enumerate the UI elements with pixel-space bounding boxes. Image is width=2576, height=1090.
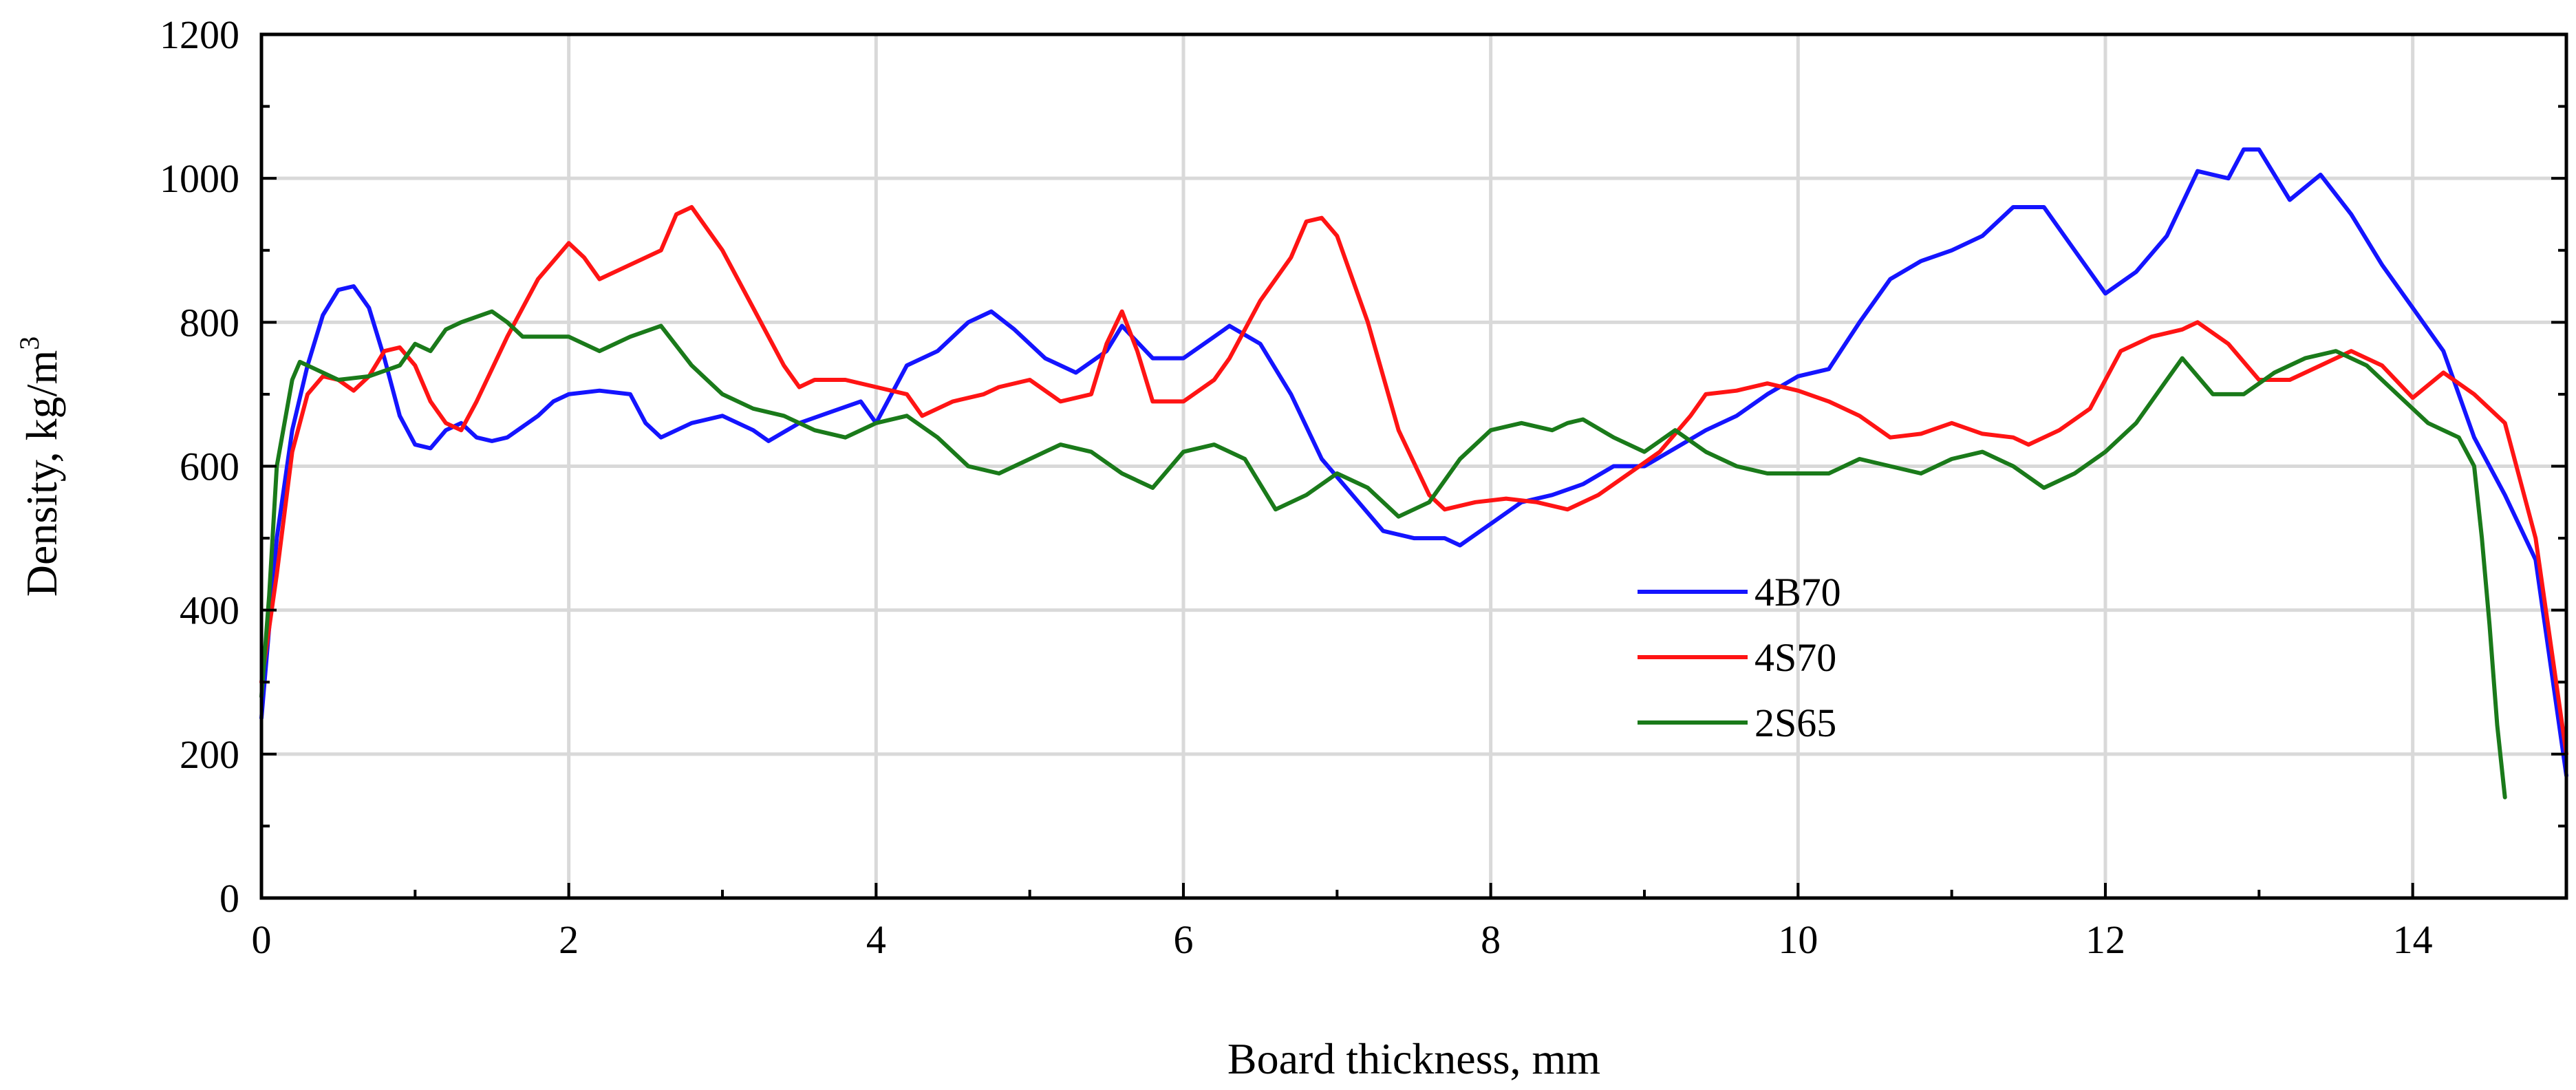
x-tick-label: 10 [1778,917,1818,962]
y-tick-label: 1000 [160,156,239,201]
y-tick-label: 1200 [160,12,239,57]
x-tick-label: 8 [1481,917,1501,962]
grid-lines [261,34,2566,898]
legend-label-4b70: 4B70 [1754,570,1841,615]
legend-label-2s65: 2S65 [1754,701,1836,745]
x-axis-title: Board thickness, mm [1227,1034,1600,1083]
y-axis-title-superscript: 3 [14,336,45,350]
legend: 4B70 4S70 2S65 [1638,570,1841,745]
y-tick-label: 0 [219,876,239,921]
series-line-2s65 [259,309,2507,800]
x-tick-label: 0 [252,917,272,962]
y-axis-title: Density, kg/m3 [14,336,66,597]
series-line-4b70 [259,147,2568,778]
x-tick-label: 14 [2393,917,2433,962]
y-tick-label: 800 [180,300,239,345]
y-axis-title-main: Density, kg/m [17,350,66,597]
x-tick-labels: 0 2 4 6 8 10 12 14 [252,917,2433,962]
legend-label-4s70: 4S70 [1754,635,1836,680]
x-tick-label: 12 [2085,917,2125,962]
y-tick-labels: 0 200 400 600 800 1000 1200 [160,12,239,921]
x-tick-label: 4 [866,917,886,962]
y-tick-label: 400 [180,588,239,633]
series-line-4s70 [259,205,2568,756]
x-tick-label: 2 [559,917,579,962]
axis-ticks [260,33,2566,899]
y-tick-label: 600 [180,445,239,489]
y-tick-label: 200 [180,732,239,777]
x-tick-label: 6 [1174,917,1194,962]
series-lines [259,147,2568,800]
